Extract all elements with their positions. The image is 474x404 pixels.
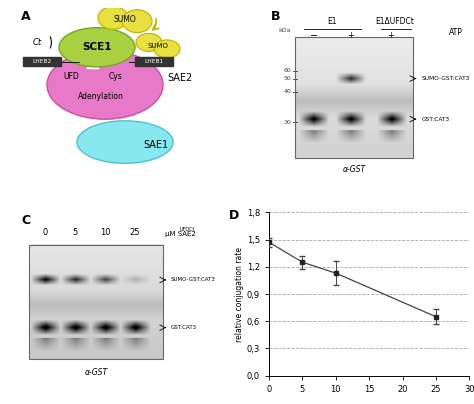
Text: UFDCt: UFDCt [180,227,195,232]
Text: GST:CAT3: GST:CAT3 [421,117,449,122]
Text: 40: 40 [283,89,291,95]
Ellipse shape [47,50,163,119]
Text: kDa: kDa [279,27,291,33]
Text: α-GST: α-GST [343,165,366,174]
Text: C: C [21,214,30,227]
Text: 30: 30 [283,120,291,124]
Text: 5: 5 [73,228,78,237]
Text: LHEB1: LHEB1 [145,59,164,64]
Text: μM SAE2: μM SAE2 [165,231,196,237]
Text: Ct: Ct [32,38,42,47]
Text: B: B [271,10,281,23]
Text: 60: 60 [283,68,291,73]
Y-axis label: relative conjugation rate: relative conjugation rate [235,246,244,341]
Ellipse shape [98,6,128,29]
Text: 0: 0 [43,228,48,237]
Text: SAE1: SAE1 [143,140,168,150]
FancyBboxPatch shape [135,57,173,66]
Text: E1ΔUFDCt: E1ΔUFDCt [376,17,415,26]
Text: α-GST: α-GST [84,368,108,377]
Polygon shape [87,55,99,69]
Text: D: D [229,209,239,222]
Text: LHEB2: LHEB2 [32,59,52,64]
Ellipse shape [59,28,135,67]
Text: SCE1: SCE1 [82,42,112,52]
Text: 25: 25 [129,228,140,237]
Text: −: − [310,31,318,41]
Text: SUMO-GST:CAT3: SUMO-GST:CAT3 [421,76,470,81]
Text: SAE2: SAE2 [167,74,192,83]
Text: SUMO-GST:CAT3: SUMO-GST:CAT3 [171,278,216,282]
Text: UFD: UFD [63,72,79,81]
FancyBboxPatch shape [23,57,62,66]
Ellipse shape [77,121,173,163]
Text: 10: 10 [100,228,110,237]
Text: E1: E1 [327,17,337,26]
Text: GST:CAT3: GST:CAT3 [171,325,197,330]
Text: Adenylation: Adenylation [78,92,124,101]
Ellipse shape [154,40,180,58]
Text: A: A [21,10,31,23]
Text: +: + [347,32,354,40]
Text: ATP: ATP [449,28,463,37]
Ellipse shape [122,10,152,33]
Ellipse shape [136,34,162,51]
Text: +: + [388,32,394,40]
Text: Cys: Cys [108,72,122,81]
Text: SUMO: SUMO [114,15,137,24]
Text: SUMO: SUMO [147,43,168,48]
Text: 50: 50 [283,76,291,81]
